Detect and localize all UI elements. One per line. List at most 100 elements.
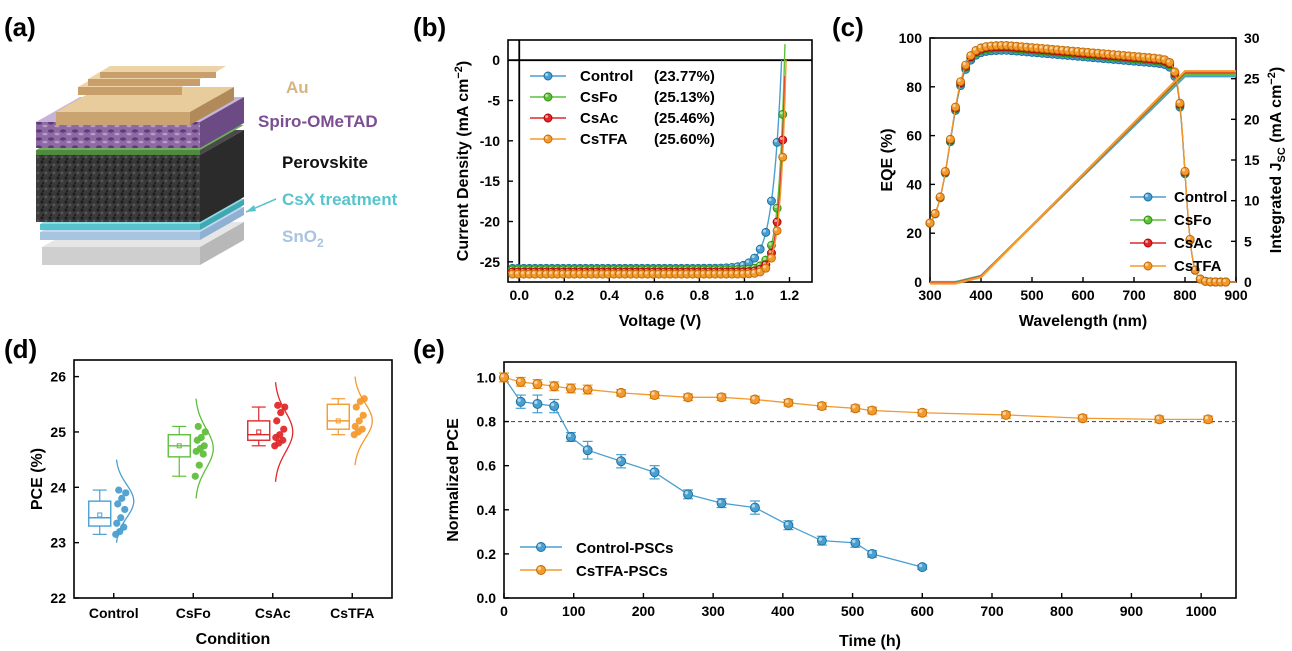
stability-legend-name: Control-PSCs	[576, 540, 674, 557]
spiro-layer-front	[36, 122, 200, 148]
eqe-point-cstfa-highlight	[1212, 279, 1216, 283]
jv-point-cstfa-highlight	[582, 271, 586, 275]
pce-ytick-label: 23	[50, 535, 66, 551]
eqe-point-cstfa-highlight	[1023, 44, 1028, 48]
stability-point-control-pscs-highlight	[617, 457, 622, 462]
eqe-y-axis-title: EQE (%)	[879, 128, 896, 191]
eqe-point-cstfa-highlight	[1085, 49, 1089, 53]
panel-label-d: (d)	[4, 334, 37, 364]
stability-point-cstfa-pscs	[1077, 413, 1088, 424]
stability-xtick-label: 900	[1120, 603, 1144, 619]
box-mean	[97, 512, 103, 518]
jv-legend-name: CsTFA	[580, 131, 628, 148]
jv-point-cstfa-highlight	[571, 271, 575, 275]
jv-legend-marker-highlight	[545, 115, 549, 119]
eqe-point-cstfa-highlight	[1008, 42, 1012, 46]
stability-line-control-pscs	[503, 377, 923, 568]
eqe-point-cstfa-highlight	[1039, 45, 1043, 49]
jv-point-cstfa-highlight	[588, 271, 592, 275]
eqe-point-cstfa-highlight	[1161, 56, 1165, 60]
pce-point-csfo	[195, 461, 203, 469]
stability-point-cstfa-pscs	[1154, 414, 1165, 425]
stability-legend-marker	[536, 542, 546, 552]
pce-point-csfo	[197, 433, 205, 442]
jv-point-control	[761, 227, 771, 237]
jv-point-csfo-highlight	[768, 242, 772, 246]
jv-legend-marker-highlight	[545, 136, 549, 140]
stability-point-control-pscs	[750, 502, 760, 513]
eqe-point-cstfa-highlight	[967, 52, 971, 56]
jv-plot-frame	[507, 39, 813, 283]
eqe-y2label-part: )	[1268, 67, 1285, 72]
au-electrode-side	[190, 87, 234, 125]
jv-point-cstfa-highlight	[712, 271, 716, 275]
stability-point-cstfa-pscs-highlight	[1079, 414, 1083, 419]
pce-point-csfo	[200, 442, 208, 450]
eqe-point-cstfa-highlight	[1090, 49, 1094, 53]
stability-point-control-pscs	[649, 467, 660, 478]
stability-point-cstfa-pscs-highlight	[751, 396, 756, 400]
pce-point-control	[113, 519, 121, 527]
eqe-y2tick-label: 0	[1244, 274, 1252, 290]
eqe-point-cstfa-highlight	[988, 43, 992, 47]
eqe-point-cstfa	[1221, 277, 1231, 287]
jv-point-cstfa	[761, 263, 771, 273]
eqe-legend-name: CsAc	[1174, 235, 1212, 252]
stability-point-control-pscs	[515, 396, 526, 407]
eqe-point-cstfa-highlight	[1166, 59, 1170, 63]
jv-point-csfo-highlight	[779, 111, 783, 115]
jv-y-axis-title: Current Density (mA cm−2)	[453, 61, 472, 261]
stability-plot-frame	[503, 361, 1237, 599]
eqe-legend-name: CsTFA	[1174, 258, 1222, 275]
eqe-point-cstfa	[1165, 57, 1175, 67]
jv-point-cstfa	[772, 226, 782, 236]
stability-point-cstfa-pscs-highlight	[852, 405, 856, 409]
substrate-side	[200, 222, 244, 265]
jv-point-cstfa-highlight	[565, 271, 569, 275]
panel-label-b: (b)	[413, 12, 446, 42]
panel-label-e: (e)	[413, 334, 445, 364]
pce-distribution-csac	[274, 382, 294, 482]
eqe-xtick-label: 300	[918, 287, 942, 303]
jv-legend-name: CsAc	[580, 110, 618, 127]
pce-distribution-control	[115, 459, 135, 543]
jv-legend-marker-highlight	[545, 73, 549, 77]
jv-point-control-highlight	[768, 198, 772, 202]
eqe-point-cstfa-highlight	[1034, 45, 1038, 49]
jv-point-cstfa-highlight	[667, 271, 671, 275]
stability-point-control-pscs	[716, 498, 727, 509]
box-csac	[247, 420, 271, 441]
eqe-xtick-label: 500	[1020, 287, 1044, 303]
stability-point-cstfa-pscs	[850, 403, 861, 414]
jv-point-cstfa-highlight	[779, 154, 783, 158]
stability-ytick-label: 0.2	[477, 546, 497, 562]
eqe-point-cstfa-highlight	[932, 210, 936, 214]
pce-xtick-label: CsTFA	[330, 605, 374, 621]
jv-legend-marker	[543, 71, 553, 81]
stability-chart: 0 100 200 300 400 500 600 700 800 900 1000 0.0 0.2 0.…	[445, 361, 1237, 650]
jv-curve-csac	[508, 75, 786, 272]
eqe-point-cstfa	[945, 134, 955, 144]
pce-point-control	[114, 500, 122, 508]
eqe-y2tick-label: 20	[1244, 111, 1260, 127]
perovskite-layer-side	[200, 130, 244, 222]
pce-ytick-label: 25	[50, 424, 66, 440]
eqe-chart: 300 400 500 600 700 800 9000204060801000510152…	[879, 30, 1288, 330]
eqe-point-cstfa-highlight	[1120, 52, 1124, 56]
stability-point-cstfa-pscs	[783, 397, 794, 408]
jv-point-cstfa-highlight	[757, 268, 761, 273]
box-mean	[256, 429, 262, 435]
eqe-point-cstfa-highlight	[1115, 52, 1119, 56]
eqe-point-cstfa-highlight	[1222, 279, 1226, 283]
pce-point-cstfa	[351, 422, 359, 431]
pce-point-csac	[281, 403, 289, 411]
jv-point-cstfa-highlight	[526, 271, 530, 275]
interlayer-front	[36, 150, 200, 155]
stability-point-control-pscs	[683, 489, 693, 500]
eqe-legend-marker	[1143, 215, 1153, 225]
jv-ytick-label: -5	[488, 93, 501, 109]
eqe-y2label-part: (mA cm	[1268, 85, 1285, 148]
stability-point-control-pscs-highlight	[550, 402, 555, 407]
eqe-point-cstfa-highlight	[952, 104, 956, 108]
pce-point-csac	[273, 417, 281, 425]
